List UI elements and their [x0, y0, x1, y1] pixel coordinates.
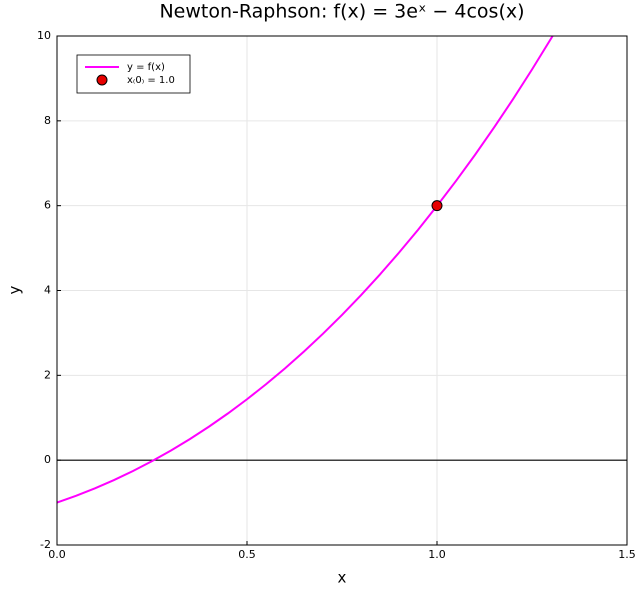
chart-title: Newton-Raphson: f(x) = 3eˣ − 4cos(x) [159, 1, 524, 23]
line [57, 36, 554, 504]
y-tick-label: 8 [44, 114, 51, 127]
legend: y = f(x) x₍0₎ = 1.0 [76, 54, 191, 94]
x-tick-label: 0.5 [238, 548, 256, 561]
legend-label: y = f(x) [127, 62, 165, 73]
legend-box [76, 54, 191, 94]
y-tick-label: 2 [44, 368, 51, 381]
y-tick-label: 4 [44, 284, 51, 297]
x-tick-label: 1.5 [618, 548, 636, 561]
x-axis-label: x [338, 569, 347, 587]
plot-area [57, 36, 627, 504]
y-tick-label: -2 [40, 538, 51, 551]
grid [56, 35, 628, 546]
y-tick-label: 0 [44, 453, 51, 466]
y-tick-label: 6 [44, 199, 51, 212]
legend-label: x₍0₎ = 1.0 [127, 75, 175, 86]
y-tick-label: 10 [37, 29, 51, 42]
x-tick-label: 0.0 [48, 548, 66, 561]
y-axis-label: y [6, 285, 24, 294]
point [431, 200, 443, 212]
x-tick-label: 1.0 [428, 548, 446, 561]
legend-swatch [96, 74, 108, 86]
